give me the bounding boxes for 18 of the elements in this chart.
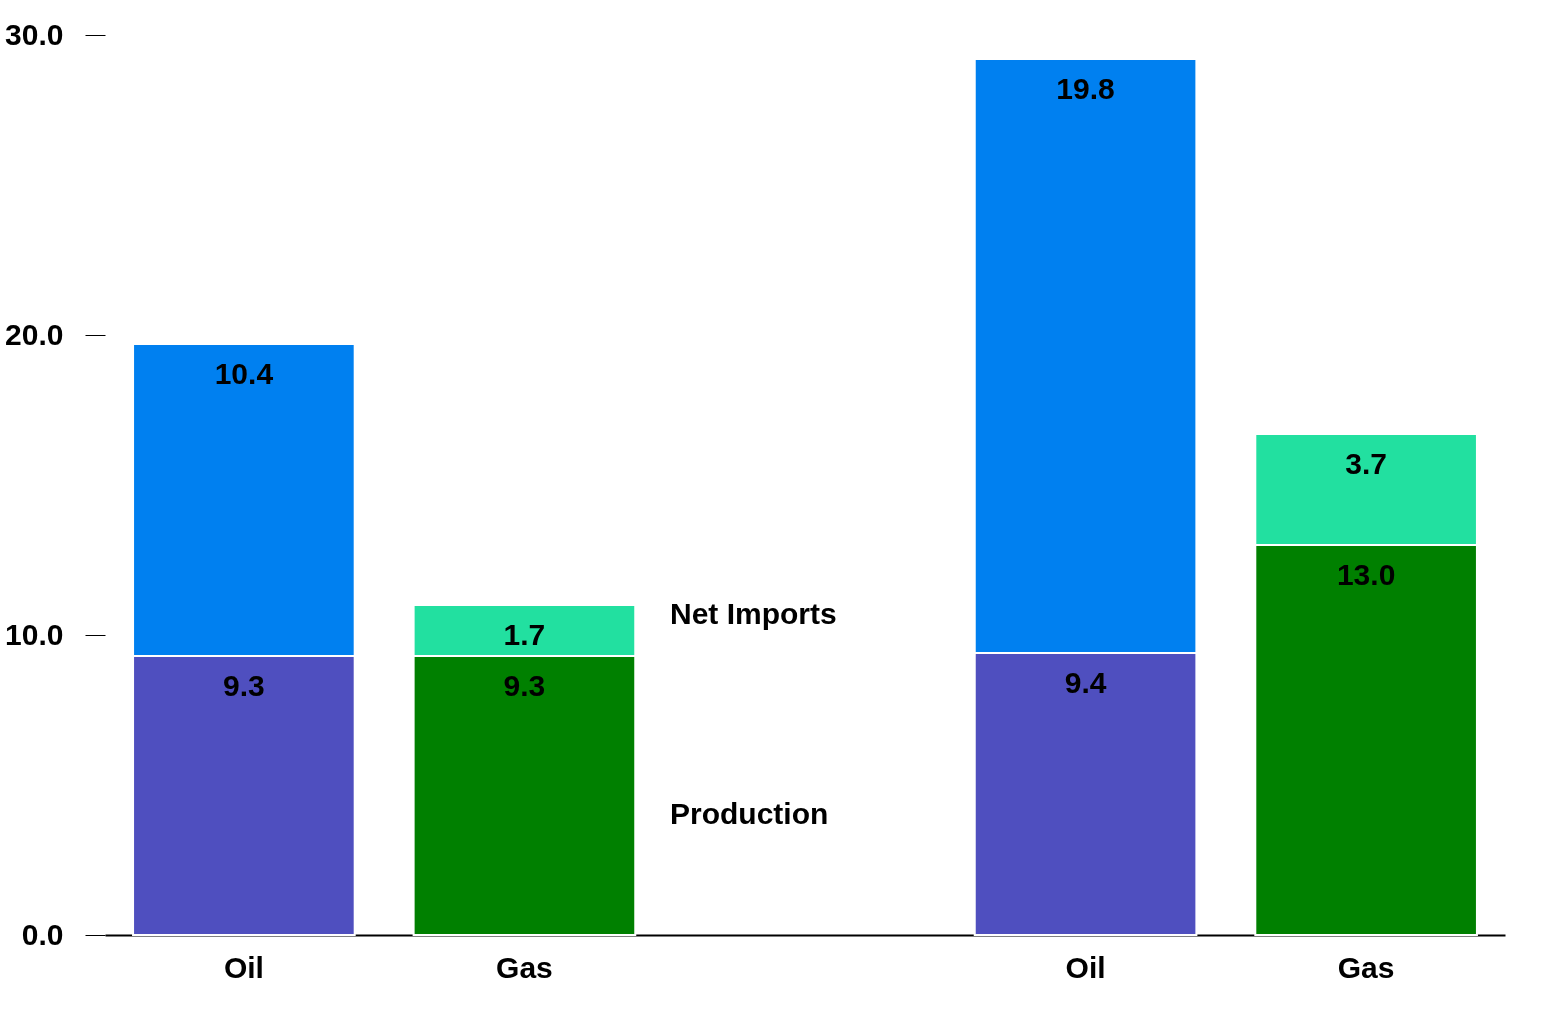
x-tick-label: Oil (223, 950, 264, 984)
y-tick-label: 0.0 (21, 917, 64, 951)
y-tick-label: 30.0 (5, 17, 64, 51)
series-label: Net Imports (670, 597, 837, 630)
data-label: 19.8 (1056, 72, 1115, 105)
data-label: 9.3 (503, 669, 546, 702)
x-tick-label: Gas (1337, 950, 1395, 984)
data-label: 9.3 (223, 669, 265, 702)
x-tick-label: Oil (1065, 950, 1106, 984)
x-tick-label: Gas (496, 950, 553, 984)
y-tick-label: 10.0 (5, 617, 64, 651)
y-tick-label: 20.0 (5, 317, 64, 351)
data-label: 13.0 (1336, 558, 1396, 591)
series-label: Production (670, 797, 829, 830)
data-label: 1.7 (503, 618, 546, 651)
data-label: 3.7 (1345, 447, 1387, 480)
data-label: 9.4 (1064, 666, 1107, 699)
data-label: 10.4 (214, 357, 274, 390)
